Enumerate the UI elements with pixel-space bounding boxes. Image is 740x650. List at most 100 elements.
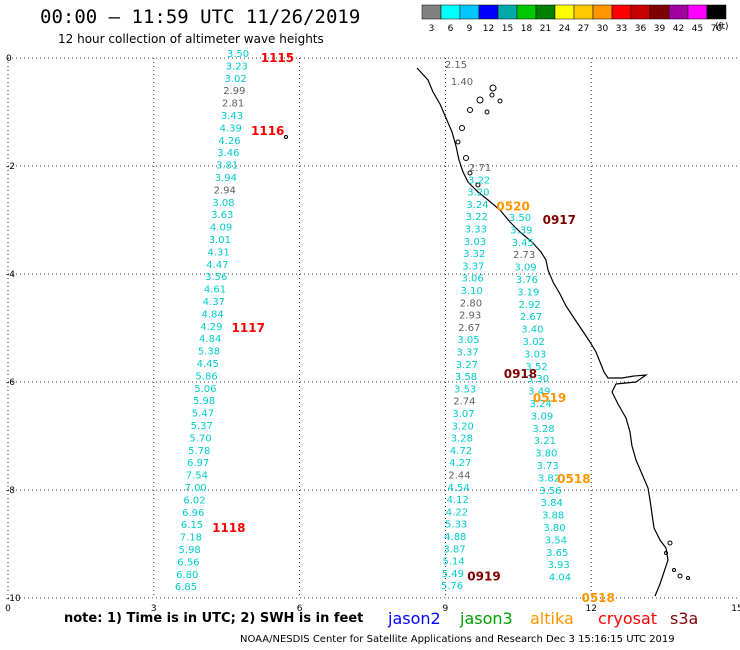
x-tick-label: 6 bbox=[297, 604, 303, 614]
wave-height-value: 4.04 bbox=[549, 573, 571, 584]
coastline bbox=[416, 67, 669, 597]
wave-height-value: 3.56 bbox=[205, 272, 227, 283]
scale-label: 18 bbox=[521, 24, 533, 34]
satellite-legend-item: cryosat bbox=[598, 609, 658, 628]
wave-height-value: 3.80 bbox=[535, 449, 557, 460]
wave-height-value: 3.43 bbox=[221, 111, 243, 122]
scale-label: 21 bbox=[540, 24, 551, 34]
wave-height-value: 3.65 bbox=[546, 548, 568, 559]
y-tick-label: -10 bbox=[6, 594, 21, 604]
map-title: 00:00 – 11:59 UTC 11/26/2019 bbox=[40, 6, 361, 28]
wave-height-value: 3.84 bbox=[541, 498, 563, 509]
wave-height-value: 2.80 bbox=[460, 298, 482, 309]
wave-height-value: 3.09 bbox=[514, 263, 536, 274]
wave-height-value: 5.98 bbox=[193, 396, 215, 407]
y-tick-label: -2 bbox=[6, 162, 15, 172]
wave-height-value: 4.39 bbox=[220, 123, 242, 134]
island bbox=[489, 84, 497, 92]
wave-height-value: 4.29 bbox=[200, 322, 222, 333]
wave-height-value: 2.71 bbox=[469, 163, 491, 174]
wave-height-value: 3.63 bbox=[211, 210, 233, 221]
pass-time-label: 1117 bbox=[232, 321, 265, 335]
x-tick-label: 3 bbox=[151, 604, 157, 614]
y-tick-label: 0 bbox=[6, 54, 12, 64]
wave-height-value: 3.46 bbox=[217, 148, 239, 159]
wave-height-value: 2.73 bbox=[513, 250, 535, 261]
wave-height-value: 3.54 bbox=[545, 535, 567, 546]
island bbox=[497, 98, 503, 104]
wave-height-value: 3.56 bbox=[539, 486, 561, 497]
wave-height-value: 4.47 bbox=[206, 260, 228, 271]
x-tick-label: 9 bbox=[443, 604, 449, 614]
wave-height-value: 3.40 bbox=[521, 325, 543, 336]
scale-label: 24 bbox=[559, 24, 571, 34]
wave-height-value: 3.87 bbox=[443, 544, 465, 555]
wave-height-value: 3.93 bbox=[547, 560, 569, 571]
wave-height-value: 3.94 bbox=[215, 173, 237, 184]
map-subtitle: 12 hour collection of altimeter wave hei… bbox=[58, 32, 324, 46]
wave-height-value: 3.01 bbox=[209, 235, 231, 246]
wave-height-value: 3.37 bbox=[462, 261, 484, 272]
scale-label: 9 bbox=[467, 24, 473, 34]
scale-label: 36 bbox=[635, 24, 647, 34]
wave-height-value: 4.09 bbox=[210, 223, 232, 234]
wave-height-value: 4.54 bbox=[447, 483, 469, 494]
wave-height-value: 3.80 bbox=[543, 523, 565, 534]
satellite-legend-item: s3a bbox=[670, 609, 699, 628]
wave-height-value: 2.81 bbox=[222, 99, 244, 110]
color-scale-bar: 3 6 9 12 15 18 21 24 27 30 33 36 39 42 45 70 bbox=[421, 4, 727, 34]
wave-height-value: 4.26 bbox=[218, 136, 240, 147]
island bbox=[476, 96, 484, 104]
wave-height-value: 3.82 bbox=[538, 473, 560, 484]
x-tick-label: 15 bbox=[731, 604, 740, 614]
wave-height-value: 4.88 bbox=[444, 532, 466, 543]
wave-height-value: 2.92 bbox=[519, 300, 541, 311]
wave-height-value: 3.27 bbox=[456, 360, 478, 371]
scale-label: 3 bbox=[429, 24, 435, 34]
pass-time-label: 1115 bbox=[261, 51, 294, 65]
x-tick-label: 12 bbox=[585, 604, 596, 614]
wave-height-value: 6.97 bbox=[187, 458, 209, 469]
island bbox=[475, 182, 481, 188]
wave-height-value: 3.03 bbox=[524, 349, 546, 360]
wave-height-value: 3.49 bbox=[528, 387, 550, 398]
satellite-legend-item: jason2 bbox=[388, 609, 441, 628]
wave-height-value: 4.22 bbox=[446, 507, 468, 518]
island bbox=[667, 540, 673, 546]
island bbox=[686, 576, 690, 580]
wave-height-value: 5.47 bbox=[192, 409, 214, 420]
wave-height-value: 2.67 bbox=[520, 312, 542, 323]
wave-height-value: 5.49 bbox=[442, 569, 464, 580]
scale-label: 33 bbox=[616, 24, 627, 34]
footer-note: note: 1) Time is in UTC; 2) SWH is in fe… bbox=[64, 611, 364, 626]
wave-height-value: 5.78 bbox=[188, 446, 210, 457]
wave-height-value: 6.02 bbox=[183, 495, 205, 506]
wave-height-value: 3.30 bbox=[527, 374, 549, 385]
wave-height-value: 4.31 bbox=[208, 247, 230, 258]
wave-height-value: 3.05 bbox=[457, 335, 479, 346]
wave-height-value: 6.96 bbox=[182, 508, 204, 519]
scale-label: 39 bbox=[654, 24, 666, 34]
wave-height-value: 3.10 bbox=[461, 286, 483, 297]
pass-time-label: 1118 bbox=[212, 521, 245, 535]
scale-label: 42 bbox=[673, 24, 684, 34]
wave-height-value: 4.45 bbox=[197, 359, 219, 370]
scale-label: 45 bbox=[692, 24, 703, 34]
y-tick-label: -8 bbox=[6, 486, 15, 496]
pass-time-label: 0518 bbox=[557, 472, 590, 486]
wave-height-value: 4.27 bbox=[449, 458, 471, 469]
island bbox=[664, 551, 668, 555]
wave-height-value: 4.61 bbox=[204, 285, 226, 296]
wave-height-value: 3.20 bbox=[467, 188, 489, 199]
wave-height-value: 2.44 bbox=[448, 471, 470, 482]
pass-time-label: 1116 bbox=[251, 124, 284, 138]
wave-height-value: 5.33 bbox=[445, 520, 467, 531]
wave-height-value: 3.37 bbox=[457, 348, 479, 359]
pass-time-label: 0917 bbox=[543, 213, 576, 227]
wave-height-value: 2.15 bbox=[445, 60, 467, 71]
pass-time-label: 0519 bbox=[533, 391, 566, 405]
wave-height-value: 3.22 bbox=[468, 175, 490, 186]
wave-height-value: 7.18 bbox=[180, 533, 202, 544]
island bbox=[463, 155, 469, 161]
wave-height-value: 3.09 bbox=[531, 411, 553, 422]
